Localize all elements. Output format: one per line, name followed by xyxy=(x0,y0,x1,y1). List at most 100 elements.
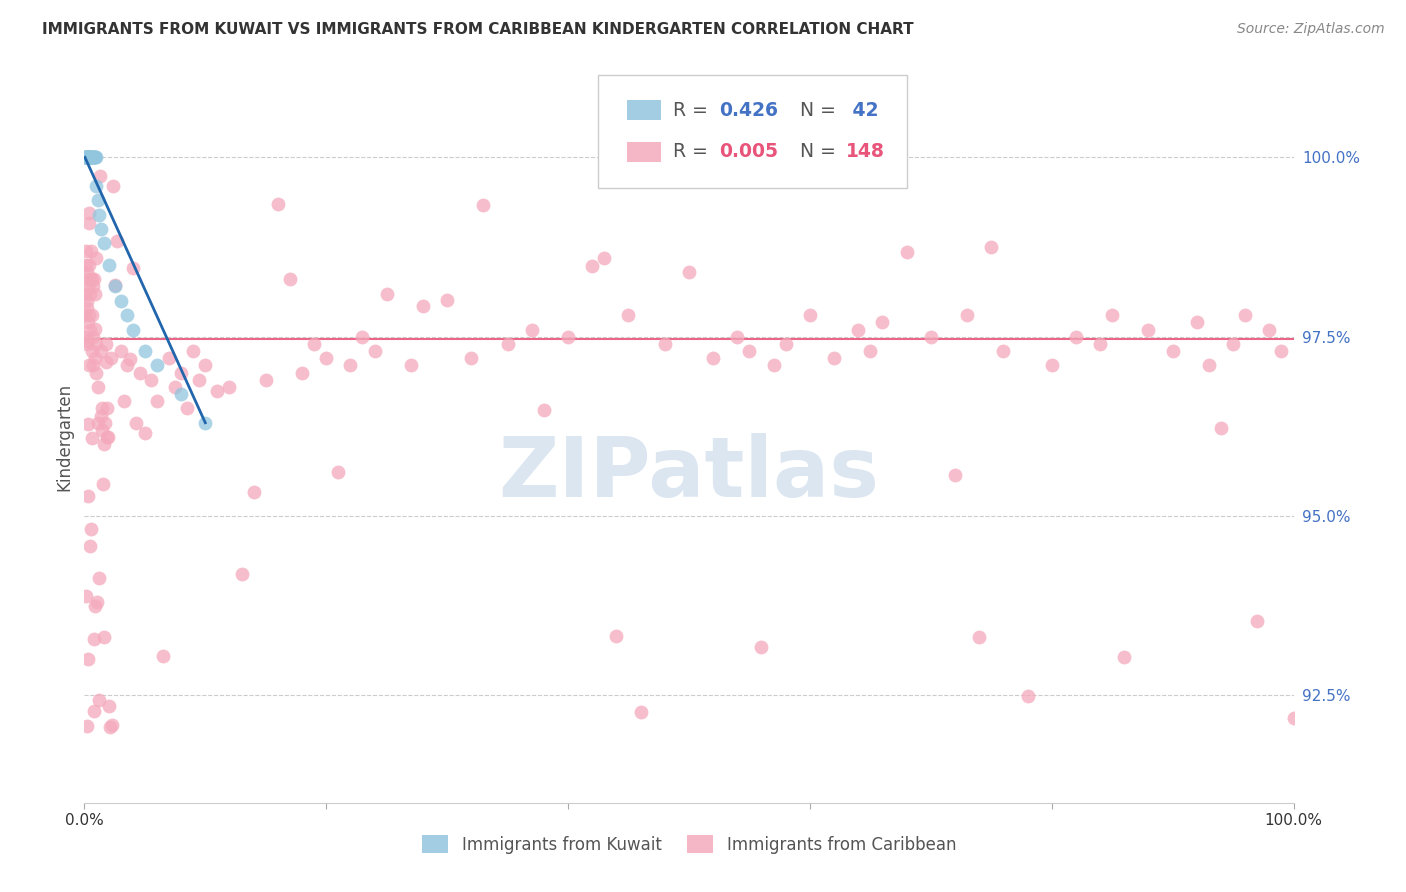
FancyBboxPatch shape xyxy=(599,75,907,188)
Point xyxy=(533,402,555,417)
Point xyxy=(328,465,350,479)
Point xyxy=(98,720,121,734)
Point xyxy=(77,315,100,329)
Point xyxy=(218,380,240,394)
Point xyxy=(1064,329,1087,343)
Point xyxy=(97,258,120,272)
Point xyxy=(1234,308,1257,322)
Point xyxy=(76,265,98,279)
Point xyxy=(90,409,112,423)
Point xyxy=(76,652,98,666)
Point xyxy=(1101,308,1123,322)
Point xyxy=(75,286,97,301)
Point xyxy=(76,150,98,164)
Point xyxy=(129,366,152,380)
Point xyxy=(89,169,111,183)
Point xyxy=(103,178,125,193)
Point xyxy=(315,351,337,366)
Point xyxy=(76,150,98,164)
Point xyxy=(460,351,482,366)
Point xyxy=(170,366,193,380)
Point xyxy=(1222,336,1244,351)
Point xyxy=(207,384,229,398)
Point xyxy=(157,351,180,366)
Point xyxy=(194,359,217,373)
Point xyxy=(520,322,543,336)
Point xyxy=(115,359,138,373)
Point xyxy=(751,640,773,655)
Point xyxy=(97,430,120,444)
Point xyxy=(1258,322,1281,336)
Point xyxy=(967,630,990,644)
Point xyxy=(91,401,114,416)
Point xyxy=(121,260,143,275)
Point xyxy=(352,329,374,343)
Point xyxy=(1270,344,1292,359)
Point xyxy=(82,279,104,293)
Point xyxy=(181,344,204,359)
Point xyxy=(278,272,301,286)
Point xyxy=(980,239,1002,253)
Point xyxy=(93,630,115,644)
Point xyxy=(79,286,101,301)
Point xyxy=(472,198,495,212)
Point xyxy=(90,423,112,437)
Point xyxy=(84,336,107,351)
Point xyxy=(125,416,148,430)
Point xyxy=(120,352,142,367)
Point xyxy=(104,279,127,293)
Point xyxy=(121,322,143,336)
Point xyxy=(956,308,979,322)
Point xyxy=(77,150,100,164)
Point xyxy=(291,366,314,380)
Point xyxy=(1282,711,1305,725)
Text: R =: R = xyxy=(673,101,714,120)
Point xyxy=(146,393,169,408)
Point xyxy=(97,699,120,714)
Text: 148: 148 xyxy=(846,143,884,161)
Point xyxy=(76,279,98,293)
Point xyxy=(83,286,105,301)
Point xyxy=(77,150,100,164)
Point xyxy=(188,373,211,387)
Point xyxy=(896,244,918,259)
Point xyxy=(110,344,132,359)
Point xyxy=(115,308,138,322)
Point xyxy=(84,150,107,164)
Point xyxy=(242,485,264,500)
Point xyxy=(82,150,104,164)
Point xyxy=(82,272,104,286)
Text: 42: 42 xyxy=(846,101,879,120)
Point xyxy=(920,329,942,343)
Point xyxy=(83,150,105,164)
Point xyxy=(152,648,174,663)
Point xyxy=(86,179,108,194)
Point xyxy=(194,416,217,430)
Point xyxy=(90,222,112,236)
Point xyxy=(1198,359,1220,373)
Point xyxy=(762,359,785,373)
Point xyxy=(1114,650,1136,665)
Point xyxy=(302,336,325,351)
Point xyxy=(76,301,98,315)
Point xyxy=(75,150,97,164)
Point xyxy=(76,334,98,349)
Point xyxy=(80,308,103,322)
Point xyxy=(170,387,193,401)
Point xyxy=(73,308,96,322)
Point xyxy=(80,431,103,445)
Point xyxy=(83,704,105,718)
Point xyxy=(76,150,98,164)
Point xyxy=(231,566,253,581)
Point xyxy=(496,336,519,351)
Point xyxy=(82,150,104,164)
Point xyxy=(943,467,966,482)
Point xyxy=(86,595,108,609)
Point xyxy=(82,359,104,373)
Point xyxy=(76,336,98,351)
Point xyxy=(86,380,108,394)
Point xyxy=(73,150,96,164)
Point xyxy=(82,344,104,359)
Point xyxy=(339,359,361,373)
Point xyxy=(75,150,97,164)
